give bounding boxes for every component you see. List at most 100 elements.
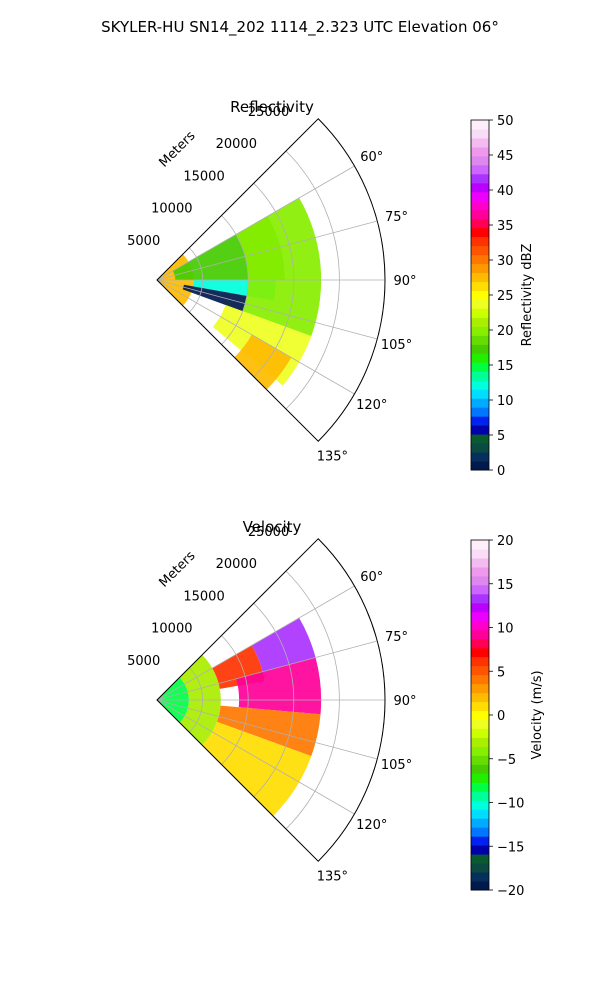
reflectivity-colorbar-swatch	[471, 128, 489, 139]
reflectivity-colorbar-swatch	[471, 434, 489, 444]
velocity-colorbar-swatch	[471, 629, 489, 640]
velocity-sector-frame	[156, 538, 386, 862]
velocity-colorbar-swatch	[471, 584, 489, 595]
reflectivity-colorbar-swatch	[471, 200, 489, 211]
reflectivity-range-tick-label: 25000	[248, 105, 289, 120]
velocity-colorbar-swatch	[471, 548, 489, 559]
velocity-azimuth-tick-label: 75°	[385, 630, 408, 645]
figure-suptitle: SKYLER-HU SN14_202 1114_2.323 UTC Elevat…	[101, 18, 499, 37]
reflectivity-colorbar-tick-label: 45	[497, 149, 514, 164]
reflectivity-colorbar-tick-label: 0	[497, 464, 505, 479]
reflectivity-range-tick-label: 15000	[183, 169, 224, 184]
reflectivity-azimuth-spoke	[156, 279, 378, 340]
reflectivity-panel: Reflectivity 5000 10000 15000 20000 25000 60°…	[127, 98, 416, 464]
reflectivity-azimuth-tick-label: 135°	[317, 449, 348, 464]
velocity-colorbar-swatch	[471, 836, 489, 846]
velocity-colorbar-swatch	[471, 773, 489, 783]
velocity-colorbar-swatch	[471, 593, 489, 604]
velocity-colorbar-tick-label: −5	[497, 753, 516, 768]
reflectivity-colorbar-swatch	[471, 281, 489, 292]
velocity-colorbar-tick-label: 10	[497, 622, 514, 637]
velocity-data-zone-3	[251, 617, 316, 672]
reflectivity-colorbar-swatch	[471, 371, 489, 381]
reflectivity-colorbar-swatch	[471, 389, 489, 399]
velocity-colorbar-swatch	[471, 674, 489, 685]
velocity-colorbar-swatch	[471, 540, 489, 550]
velocity-colorbar-swatch	[471, 809, 489, 819]
velocity-colorbar-swatch	[471, 557, 489, 568]
velocity-colorbar-swatch	[471, 827, 489, 837]
velocity-colorbar-swatch	[471, 719, 489, 729]
reflectivity-colorbar-swatch	[471, 416, 489, 426]
velocity-range-tick-label: 5000	[127, 654, 160, 669]
velocity-azimuth-tick-label: 120°	[356, 818, 387, 833]
reflectivity-grid	[156, 118, 386, 442]
velocity-colorbar-swatch	[471, 566, 489, 577]
velocity-data-layer	[157, 617, 322, 817]
velocity-colorbar-swatch	[471, 872, 489, 882]
reflectivity-colorbar-swatch	[471, 326, 489, 336]
velocity-colorbar-swatch	[471, 638, 489, 649]
reflectivity-colorbar-swatch	[471, 146, 489, 157]
reflectivity-colorbar-tick-label: 15	[497, 359, 514, 374]
reflectivity-azimuth-tick-label: 75°	[385, 210, 408, 225]
reflectivity-colorbar-swatch	[471, 272, 489, 283]
velocity-colorbar-swatch	[471, 854, 489, 864]
reflectivity-colorbar-tick-label: 40	[497, 184, 514, 199]
reflectivity-colorbar-swatch	[471, 461, 489, 471]
reflectivity-colorbar-swatch	[471, 236, 489, 247]
velocity-colorbar-swatch	[471, 602, 489, 613]
reflectivity-azimuth-tick-label: 60°	[360, 150, 383, 165]
velocity-colorbar-swatch	[471, 791, 489, 801]
reflectivity-colorbar-tick-label: 10	[497, 394, 514, 409]
reflectivity-colorbar-swatch	[471, 380, 489, 390]
velocity-colorbar-tick-label: 15	[497, 578, 514, 593]
velocity-colorbar-tick-label: 20	[497, 534, 514, 549]
reflectivity-colorbar-swatch	[471, 245, 489, 256]
velocity-colorbar-swatch	[471, 746, 489, 756]
velocity-colorbar-swatch	[471, 845, 489, 855]
velocity-colorbar-tick-label: 5	[497, 665, 505, 680]
reflectivity-colorbar-swatch	[471, 254, 489, 265]
reflectivity-colorbar-swatch	[471, 209, 489, 220]
reflectivity-colorbar-swatch	[471, 308, 489, 318]
velocity-colorbar-swatch	[471, 737, 489, 747]
velocity-colorbar-swatch	[471, 755, 489, 765]
reflectivity-colorbar-tick-label: 25	[497, 289, 514, 304]
reflectivity-colorbar-swatch	[471, 443, 489, 453]
velocity-colorbar-swatch	[471, 818, 489, 828]
velocity-azimuth-spoke	[156, 585, 355, 701]
reflectivity-colorbar-swatch	[471, 335, 489, 345]
velocity-azimuth-tick-label: 105°	[381, 758, 412, 773]
reflectivity-colorbar-swatch	[471, 137, 489, 148]
reflectivity-colorbar-swatch	[471, 425, 489, 435]
reflectivity-azimuth-tick-label: 120°	[356, 398, 387, 413]
reflectivity-azimuth-spoke	[156, 220, 378, 281]
velocity-azimuth-spoke	[156, 699, 355, 815]
reflectivity-data-zone-4	[235, 197, 322, 337]
reflectivity-colorbar-swatch	[471, 398, 489, 408]
velocity-colorbar-swatch	[471, 701, 489, 712]
reflectivity-colorbar-tick-label: 35	[497, 219, 514, 234]
reflectivity-colorbar-swatch	[471, 227, 489, 238]
velocity-colorbar-swatch	[471, 656, 489, 667]
velocity-azimuth-spoke	[156, 699, 378, 760]
velocity-colorbar-swatch	[471, 728, 489, 738]
reflectivity-colorbar: 0 5 10 15 20 25 30 35 40 45 50	[470, 114, 514, 479]
reflectivity-title: Reflectivity	[230, 98, 314, 116]
velocity-azimuth-tick-label: 90°	[393, 694, 416, 709]
velocity-colorbar-swatch	[471, 863, 489, 873]
reflectivity-colorbar-swatch	[471, 452, 489, 462]
velocity-colorbar-swatch	[471, 620, 489, 631]
reflectivity-radial-axis-label: Meters	[157, 128, 199, 170]
reflectivity-range-tick-label: 20000	[216, 137, 257, 152]
velocity-colorbar-swatch	[471, 647, 489, 658]
velocity-colorbar-swatch	[471, 710, 489, 720]
velocity-colorbar-swatch	[471, 782, 489, 792]
reflectivity-colorbar-tick-label: 50	[497, 114, 514, 129]
velocity-radial-axis-label: Meters	[157, 548, 199, 590]
velocity-data-zone-6	[202, 721, 312, 817]
reflectivity-colorbar-swatch	[471, 155, 489, 166]
reflectivity-azimuth-tick-label: 90°	[393, 274, 416, 289]
